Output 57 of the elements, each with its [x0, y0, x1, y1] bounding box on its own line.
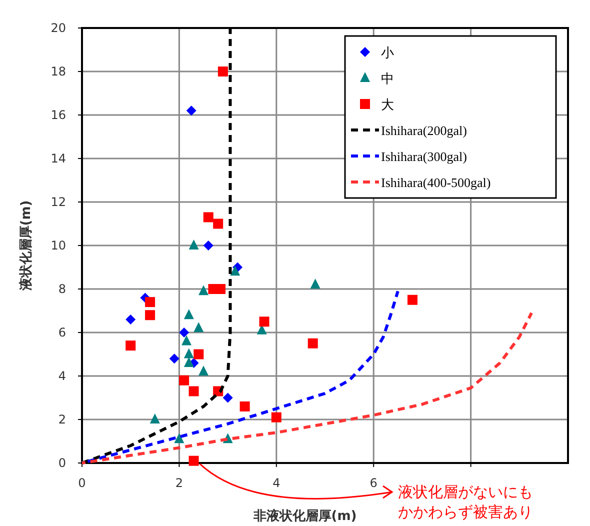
- x-axis-title: 非液状化層厚(m): [252, 508, 357, 524]
- y-tick-label: 2: [58, 412, 66, 426]
- x-tick-label: 4: [272, 476, 280, 490]
- x-tick-label: 0: [78, 476, 86, 490]
- point: [213, 218, 224, 229]
- legend-label: 小: [381, 45, 394, 60]
- point: [181, 335, 192, 346]
- y-tick-label: 10: [50, 238, 66, 252]
- point: [188, 386, 199, 396]
- legend-label: Ishihara(400-500gal): [381, 175, 491, 190]
- point: [174, 433, 184, 444]
- point: [259, 316, 270, 327]
- y-tick-label: 0: [58, 456, 66, 470]
- legend-label: Ishihara(200gal): [381, 123, 467, 138]
- point: [179, 375, 190, 386]
- y-tick-label: 6: [58, 326, 66, 340]
- point: [407, 294, 418, 305]
- point: [240, 401, 250, 412]
- point: [194, 349, 204, 360]
- point: [184, 348, 194, 358]
- point: [271, 412, 282, 422]
- point: [310, 278, 320, 289]
- y-tick-label: 16: [50, 108, 66, 122]
- point: [184, 356, 194, 367]
- y-tick-label: 12: [50, 195, 66, 209]
- y-tick-label: 20: [50, 21, 66, 35]
- point: [222, 392, 233, 403]
- x-tick-label: 2: [175, 476, 184, 490]
- point: [145, 297, 156, 308]
- point: [198, 285, 208, 296]
- point: [150, 414, 160, 424]
- legend-label: Ishihara(300gal): [381, 149, 467, 164]
- x-tick-label: 6: [370, 476, 378, 490]
- y-tick-label: 14: [50, 152, 66, 166]
- point: [186, 106, 196, 116]
- point: [194, 322, 204, 332]
- annotation: 液状化層がないにもかかわらず被害あり: [398, 483, 533, 521]
- point: [203, 212, 214, 222]
- y-tick-label: 8: [58, 282, 66, 296]
- y-axis-title: 液状化層厚(m): [18, 200, 34, 292]
- point: [126, 340, 136, 351]
- point: [179, 328, 190, 338]
- point: [308, 338, 318, 348]
- legend-label: 中: [381, 71, 394, 86]
- point: [169, 354, 180, 364]
- point: [145, 310, 156, 320]
- point: [203, 240, 214, 250]
- point: [188, 240, 199, 250]
- point: [188, 456, 199, 466]
- point: [126, 314, 136, 324]
- legend-label: 大: [381, 97, 394, 112]
- point: [184, 309, 194, 320]
- point: [198, 366, 208, 376]
- point: [218, 66, 228, 76]
- y-tick-label: 18: [50, 64, 66, 78]
- y-tick-label: 4: [58, 369, 66, 383]
- point: [230, 266, 240, 276]
